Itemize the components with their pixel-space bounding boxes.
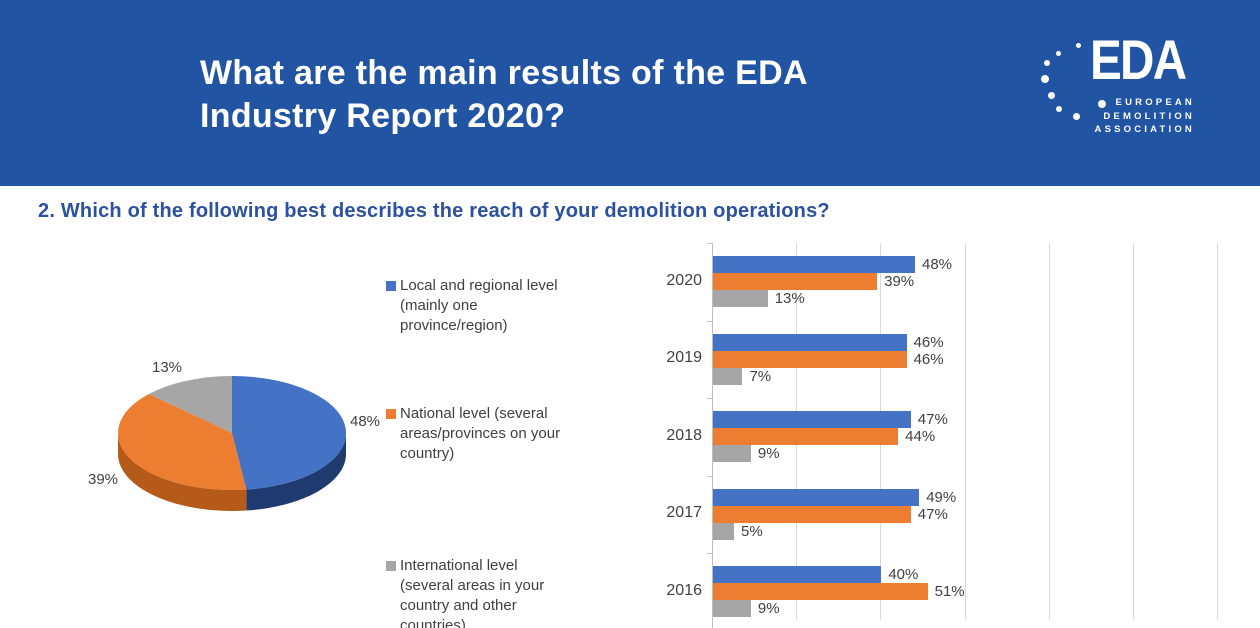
bar-value-label: 7% — [749, 367, 772, 385]
legend-marker — [386, 409, 396, 419]
eda-logo-subtitle-line-2: DEMOLITION — [1103, 110, 1195, 122]
category-axis — [712, 243, 713, 628]
category-label: 2016 — [666, 581, 702, 599]
bar-2019-series-2 — [713, 350, 907, 368]
legend-label: National level (several areas/provinces o… — [400, 404, 590, 464]
logo-dot — [1055, 50, 1061, 56]
logo-dot — [1044, 60, 1050, 66]
category-label: 2018 — [666, 426, 702, 444]
bar-chart: 2020 48% 39% 13% 2019 46% 46% 7% 2018 47% 44% 9% 201… — [660, 235, 1260, 628]
logo-dot — [1072, 112, 1080, 120]
bar-2018-series-1 — [713, 411, 911, 429]
pie-slice — [148, 376, 232, 433]
bar-2020-series-3 — [713, 290, 768, 308]
pie-slice — [232, 376, 346, 490]
bar-value-label: 44% — [905, 428, 936, 446]
bar-value-label: 49% — [926, 488, 957, 506]
gridline — [964, 243, 966, 620]
legend-label-line: country and other — [400, 597, 517, 614]
bar-2019-series-1 — [713, 333, 907, 351]
legend-label-line: country) — [400, 445, 455, 462]
bar-2017-series-3 — [713, 522, 735, 540]
axis-tick — [707, 320, 712, 322]
chart-legend: Local and regional level (mainly one provi… — [386, 276, 606, 628]
axis-tick — [707, 243, 712, 244]
legend-label-line: countries) — [400, 617, 466, 628]
logo-dot — [1056, 106, 1062, 112]
bar-value-label: 47% — [917, 505, 948, 523]
pie-chart — [117, 376, 346, 511]
logo-dot — [1047, 91, 1055, 99]
legend-label-line: province/region) — [400, 317, 508, 334]
legend-label-line: International level — [400, 557, 518, 574]
logo-dot — [1075, 42, 1081, 48]
category-label: 2020 — [666, 271, 702, 289]
bar-2018-series-2 — [713, 428, 899, 446]
pie-data-label: 48% — [350, 413, 381, 430]
slide-title-line-1: What are the main results of the EDA — [200, 54, 808, 92]
logo-dot — [1098, 100, 1106, 108]
legend-label-line: areas/provinces on your — [400, 425, 561, 442]
legend-label-line: Local and regional level — [400, 277, 558, 294]
bar-2020-series-1 — [713, 256, 915, 274]
bar-2020-series-2 — [713, 273, 878, 291]
bar-value-label: 39% — [884, 273, 915, 291]
eda-logo: EDA EUROPEAN DEMOLITION ASSOCIATION — [1035, 30, 1210, 155]
bar-2017-series-1 — [713, 488, 920, 506]
legend-label: International level (several areas in you… — [400, 556, 590, 628]
bar-2016-series-2 — [713, 583, 928, 601]
bar-value-label: 5% — [741, 522, 763, 540]
bar-value-label: 47% — [917, 411, 948, 429]
eda-logo-subtitle: EUROPEAN DEMOLITION ASSOCIATION — [1035, 96, 1195, 137]
axis-tick — [707, 398, 712, 399]
bar-value-label: 46% — [913, 333, 944, 351]
question-heading: 2. Which of the following best describes… — [38, 200, 830, 222]
eda-logo-text: EDA — [1090, 28, 1187, 91]
legend-label-line: National level (several — [400, 405, 548, 422]
eda-logo-subtitle-line-3: ASSOCIATION — [1094, 124, 1195, 135]
bar-2016-series-1 — [713, 566, 882, 584]
legend-marker — [386, 281, 396, 291]
legend-item: National level (several areas/provinces o… — [386, 404, 590, 464]
slide-title-line-2: Industry Report 2020? — [200, 97, 566, 135]
bar-value-label: 9% — [757, 445, 780, 463]
logo-dot — [1041, 75, 1049, 83]
legend-marker — [386, 561, 396, 571]
bar-2019-series-3 — [713, 367, 743, 385]
gridline — [1217, 243, 1218, 620]
header-band: What are the main results of the EDA Ind… — [0, 0, 1260, 186]
bar-2017-series-2 — [713, 505, 911, 523]
gridline — [1132, 243, 1134, 620]
pie-data-label: 39% — [88, 471, 119, 488]
bar-value-label: 48% — [922, 256, 953, 274]
bar-value-label: 9% — [757, 600, 780, 618]
category-label: 2019 — [666, 349, 702, 367]
legend-label-line: (mainly one — [400, 297, 478, 314]
bar-value-label: 13% — [774, 290, 805, 308]
bar-value-label: 51% — [934, 583, 965, 601]
axis-tick — [707, 475, 712, 477]
pie-slice-side — [246, 433, 346, 511]
category-label: 2017 — [666, 504, 702, 522]
bar-value-label: 40% — [888, 566, 919, 584]
legend-label: Local and regional level (mainly one provi… — [400, 276, 590, 336]
pie-data-label: 13% — [152, 359, 183, 376]
pie-slice-side — [118, 433, 247, 511]
bar-2018-series-3 — [713, 445, 751, 463]
slide-title: What are the main results of the EDA Ind… — [200, 52, 920, 138]
legend-label-line: (several areas in your — [400, 577, 545, 594]
axis-tick — [707, 553, 712, 554]
eda-logo-subtitle-line-1: EUROPEAN — [1115, 97, 1195, 108]
bar-value-label: 46% — [913, 350, 944, 368]
legend-item: Local and regional level (mainly one provi… — [386, 276, 590, 336]
bar-2016-series-3 — [713, 600, 751, 618]
gridline — [1048, 243, 1050, 620]
pie-slice — [117, 393, 247, 490]
legend-item: International level (several areas in you… — [386, 556, 590, 628]
